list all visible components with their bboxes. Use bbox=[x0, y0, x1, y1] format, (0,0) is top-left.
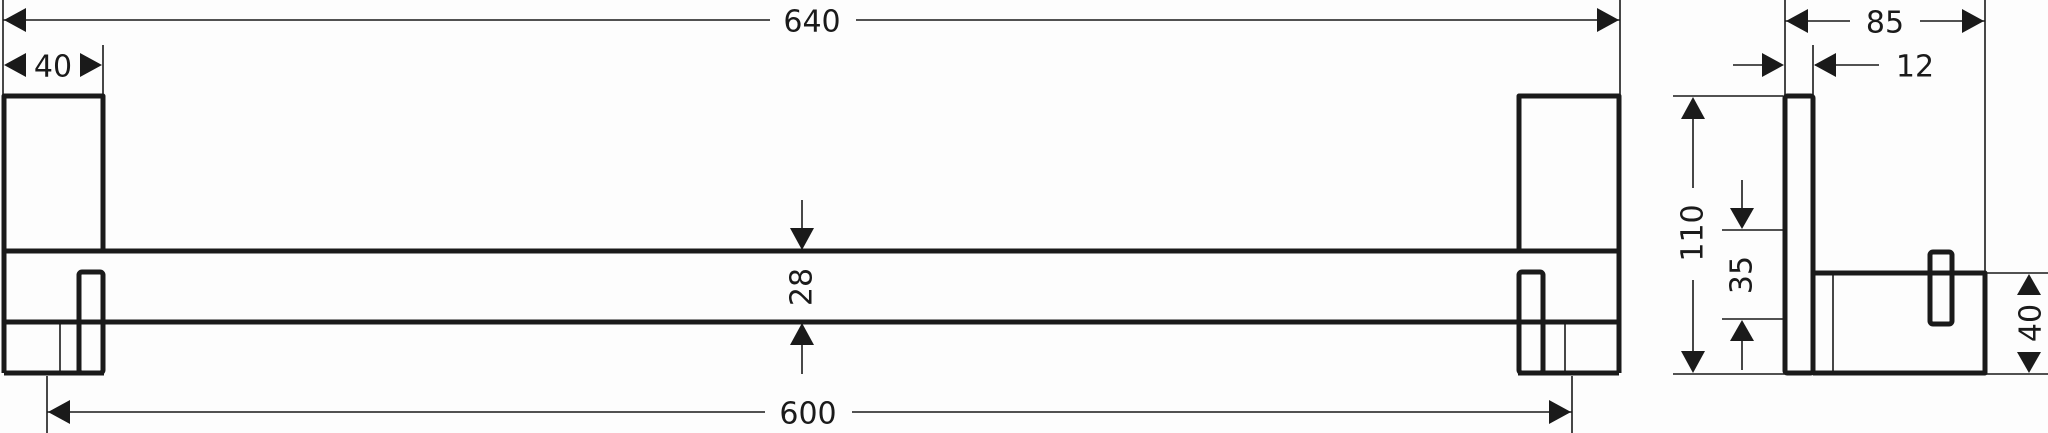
dimension-label: 35 bbox=[1725, 256, 1760, 294]
dimension-110: 110 bbox=[1673, 95, 2048, 375]
arrow-up-icon bbox=[790, 323, 814, 345]
arrow-up-icon bbox=[2017, 274, 2041, 295]
dimension-85: 85 bbox=[1784, 0, 1986, 272]
dimension-40-rail: 40 bbox=[1987, 272, 2048, 373]
front-view bbox=[1, 93, 1622, 376]
side-hook bbox=[1927, 249, 1955, 327]
arrow-left-icon bbox=[1786, 9, 1808, 33]
dimension-label: 28 bbox=[785, 268, 820, 306]
arrow-down-icon bbox=[2017, 352, 2041, 373]
right-hook bbox=[1516, 269, 1546, 376]
arrow-right-icon bbox=[1597, 8, 1619, 32]
dimension-35: 35 bbox=[1722, 180, 1783, 370]
arrow-right-icon bbox=[80, 53, 102, 77]
arrow-up-icon bbox=[1681, 97, 1705, 119]
right-post bbox=[1516, 93, 1622, 373]
dimension-label: 40 bbox=[2014, 304, 2048, 342]
left-post bbox=[1, 93, 106, 373]
arrow-right-icon bbox=[1549, 400, 1571, 424]
arrow-right-icon bbox=[1762, 53, 1784, 77]
dimension-label: 40 bbox=[34, 50, 72, 85]
wall-plate bbox=[1782, 93, 1816, 376]
arrow-right-icon bbox=[1962, 9, 1984, 33]
dimension-600: 600 bbox=[46, 376, 1573, 433]
arrow-left-icon bbox=[48, 400, 70, 424]
dimension-12: 12 bbox=[1733, 45, 1934, 95]
arrow-down-icon bbox=[1730, 208, 1754, 229]
side-view bbox=[1782, 93, 1988, 376]
arrow-down-icon bbox=[1681, 351, 1705, 373]
dimension-label: 85 bbox=[1866, 6, 1904, 41]
left-hook bbox=[76, 269, 106, 376]
dimension-label: 600 bbox=[779, 397, 836, 432]
arrow-left-icon bbox=[4, 8, 26, 32]
dimension-label: 12 bbox=[1896, 50, 1934, 85]
dimension-28: 28 bbox=[785, 200, 820, 374]
arrow-up-icon bbox=[1730, 320, 1754, 341]
arrow-down-icon bbox=[790, 228, 814, 250]
dimension-640: 640 bbox=[2, 0, 1621, 95]
arrow-left-icon bbox=[1814, 53, 1836, 77]
dimension-label: 640 bbox=[783, 5, 840, 40]
arrow-left-icon bbox=[4, 53, 26, 77]
rail-profile bbox=[1813, 270, 1988, 376]
dimension-label: 110 bbox=[1676, 204, 1711, 261]
dimension-40-width: 40 bbox=[4, 45, 104, 95]
